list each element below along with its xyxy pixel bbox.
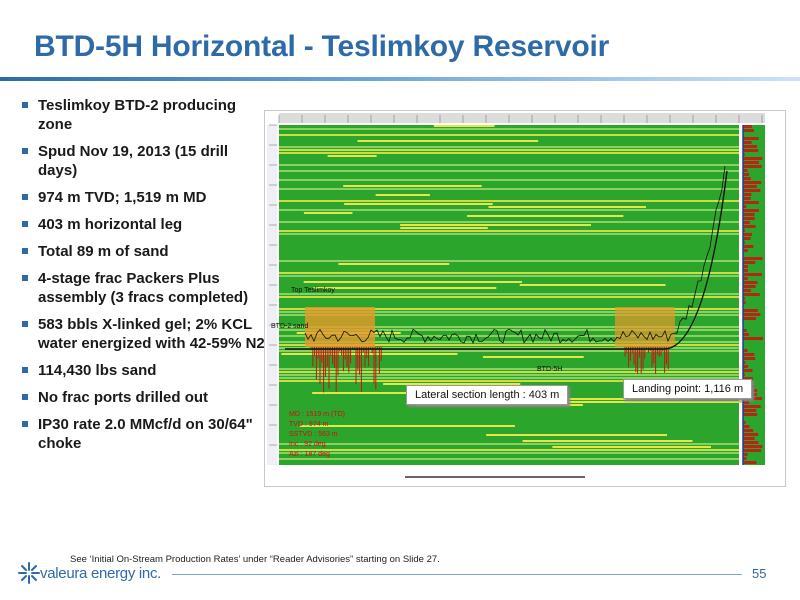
bullet-item: 4-stage frac Packers Plus assembly (3 fr… xyxy=(22,269,267,307)
bullet-list: Teslimkoy BTD-2 producing zone Spud Nov … xyxy=(22,96,267,461)
label-well-name: BTD-5H xyxy=(537,366,563,373)
callout-lateral-length: Lateral section length : 403 m xyxy=(406,385,569,405)
slide-title: BTD-5H Horizontal - Teslimkoy Reservoir xyxy=(34,30,610,63)
footer-divider xyxy=(172,574,742,575)
logo-text: valeura energy inc. xyxy=(40,564,162,582)
bullet-item: 114,430 lbs sand xyxy=(22,361,267,380)
label-inc: Inc : 92 deg xyxy=(289,441,326,448)
bullet-item: Teslimkoy BTD-2 producing zone xyxy=(22,96,267,134)
bullet-item: IP30 rate 2.0 MMcf/d on 30/64" choke xyxy=(22,415,267,453)
title-divider xyxy=(0,77,800,81)
bullet-item: 583 bbls X-linked gel; 2% KCL water ener… xyxy=(22,315,267,353)
bullet-item: No frac ports drilled out xyxy=(22,388,267,407)
label-azi: Azi : 187 deg xyxy=(289,451,330,458)
company-logo: valeura energy inc. xyxy=(18,562,161,584)
label-btd2-sand: BTD-2 sand xyxy=(271,323,309,330)
page-number: 55 xyxy=(752,566,767,581)
starburst-icon xyxy=(18,562,40,584)
bullet-item: Spud Nov 19, 2013 (15 drill days) xyxy=(22,142,267,180)
bullet-item: 974 m TVD; 1,519 m MD xyxy=(22,188,267,207)
well-log-image xyxy=(265,111,785,486)
label-sstvd: SSTVD : 563 m xyxy=(289,431,338,438)
well-log-figure: Top Teslimkoy BTD-2 sand BTD-5H MD : 151… xyxy=(264,110,786,487)
label-top-teslimkoy: Top Teslimkoy xyxy=(291,287,335,294)
label-tvd: TVD : 974 m xyxy=(289,421,329,428)
label-md: MD : 1519 m (TD) xyxy=(289,411,346,418)
callout-landing-point: Landing point: 1,116 m xyxy=(623,379,753,399)
bullet-item: 403 m horizontal leg xyxy=(22,215,267,234)
bullet-item: Total 89 m of sand xyxy=(22,242,267,261)
footnote: See ‘Initial On-Stream Production Rates’… xyxy=(70,554,440,565)
